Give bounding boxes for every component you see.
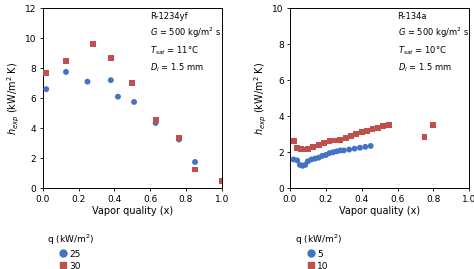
Point [107, 78, 115, 82]
Text: R-1234yf
$G$ = 500 kg/m$^2$ s
$T_{sat}$ = 11°C
$D_i$ = 1.5 mm: R-1234yf $G$ = 500 kg/m$^2$ s $T_{sat}$ … [150, 12, 221, 74]
Point [43, 87, 50, 91]
Point [293, 158, 301, 162]
Point [311, 156, 319, 161]
Point [331, 138, 338, 143]
Point [356, 146, 364, 150]
Point [308, 157, 315, 162]
Point [152, 118, 159, 122]
Point [358, 130, 365, 134]
X-axis label: Vapor quality (x): Vapor quality (x) [339, 206, 420, 216]
Point [337, 137, 344, 142]
Point [342, 136, 349, 140]
Point [297, 147, 305, 151]
Point [218, 179, 226, 183]
Point [301, 147, 308, 152]
Point [367, 144, 374, 148]
Point [369, 127, 376, 131]
Point [333, 149, 340, 154]
Point [379, 124, 387, 128]
Point [296, 163, 304, 167]
Point [363, 129, 371, 133]
Point [43, 70, 50, 75]
Point [152, 121, 159, 125]
Point [301, 163, 309, 167]
Point [346, 147, 353, 152]
Point [175, 136, 182, 140]
Y-axis label: $h_{exp}$ (kW/m$^2$ K): $h_{exp}$ (kW/m$^2$ K) [253, 62, 270, 135]
Point [89, 42, 97, 46]
Point [326, 139, 333, 144]
Point [107, 55, 115, 60]
Point [337, 148, 344, 153]
Point [290, 157, 297, 162]
Point [290, 139, 297, 144]
Legend: 5, 10: 5, 10 [294, 232, 342, 269]
X-axis label: Vapor quality (x): Vapor quality (x) [92, 206, 173, 216]
Point [326, 151, 333, 155]
Point [310, 145, 317, 149]
Point [304, 147, 312, 151]
Point [191, 160, 199, 164]
Y-axis label: $h_{exp}$ (kW/m$^2$ K): $h_{exp}$ (kW/m$^2$ K) [6, 62, 22, 135]
Point [175, 137, 182, 142]
Point [319, 154, 326, 158]
Point [340, 148, 347, 153]
Point [130, 100, 138, 104]
Point [353, 132, 360, 136]
Point [128, 81, 136, 85]
Point [293, 146, 301, 150]
Point [374, 126, 382, 130]
Point [114, 94, 122, 99]
Point [191, 167, 199, 172]
Point [429, 123, 437, 127]
Text: R-134a
$G$ = 500 kg/m$^2$ s
$T_{sat}$ = 10°C
$D_i$ = 1.5 mm: R-134a $G$ = 500 kg/m$^2$ s $T_{sat}$ = … [398, 12, 469, 74]
Point [385, 123, 392, 127]
Point [84, 80, 91, 84]
Point [362, 145, 369, 149]
Point [322, 153, 329, 157]
Legend: 25, 30: 25, 30 [47, 232, 94, 269]
Point [62, 59, 70, 63]
Point [320, 141, 328, 145]
Point [315, 155, 322, 160]
Point [62, 70, 70, 74]
Point [420, 135, 428, 139]
Point [299, 164, 306, 168]
Point [329, 150, 337, 154]
Point [351, 147, 358, 151]
Point [304, 159, 312, 163]
Point [347, 134, 355, 138]
Point [315, 143, 322, 147]
